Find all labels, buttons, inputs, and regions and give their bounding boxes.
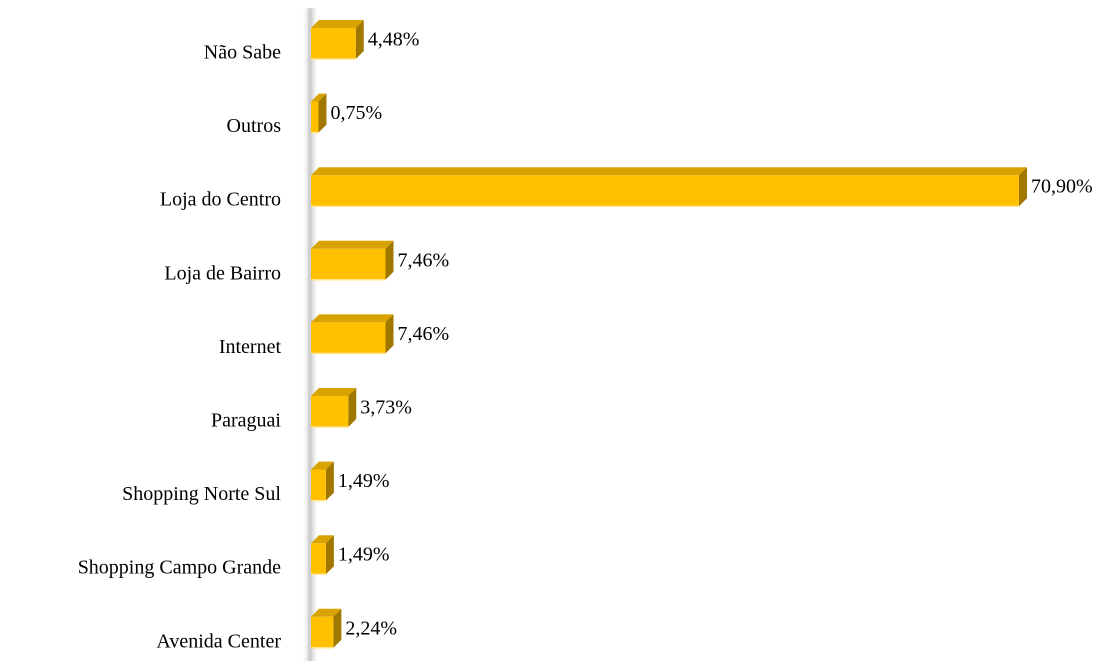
bar-2 bbox=[311, 93, 327, 134]
bar-side-face bbox=[325, 461, 334, 501]
bar-front-face bbox=[311, 248, 386, 280]
category-label: Não Sabe bbox=[204, 42, 281, 64]
category-label: Loja do Centro bbox=[160, 189, 281, 211]
bar-side-face bbox=[325, 535, 334, 575]
bar-top-face bbox=[311, 608, 342, 617]
labels-layer: Não Sabe 4,48% Outros 0,75% Loja do Centro 70… bbox=[78, 29, 1093, 653]
bar-side-face bbox=[355, 20, 364, 59]
bar-side-face bbox=[385, 240, 394, 280]
bar-8 bbox=[311, 535, 334, 575]
category-label: Shopping Campo Grande bbox=[78, 557, 281, 579]
data-label: 1,49% bbox=[338, 470, 390, 492]
category-label: Loja de Bairro bbox=[164, 262, 281, 284]
bar-side-face bbox=[333, 608, 342, 648]
bar-4 bbox=[311, 240, 394, 281]
data-label: 2,24% bbox=[345, 617, 397, 639]
data-label: 1,49% bbox=[338, 544, 390, 566]
bars-layer bbox=[311, 20, 1027, 649]
bar-3 bbox=[311, 167, 1027, 207]
bar-6 bbox=[311, 388, 357, 428]
bar-top-face bbox=[311, 535, 334, 544]
data-label: 3,73% bbox=[360, 397, 412, 419]
bar-front-face bbox=[311, 543, 326, 575]
data-label: 4,48% bbox=[368, 29, 420, 51]
bar-9 bbox=[311, 608, 342, 649]
bar-side-face bbox=[1019, 167, 1027, 207]
bar-front-face bbox=[311, 469, 326, 501]
bar-top-face bbox=[311, 20, 364, 28]
data-label: 70,90% bbox=[1031, 176, 1093, 198]
bar-top-face bbox=[311, 167, 1027, 176]
bar-front-face bbox=[311, 101, 319, 133]
bar-side-face bbox=[318, 93, 327, 133]
bar-side-face bbox=[385, 314, 394, 354]
category-label: Avenida Center bbox=[156, 630, 281, 652]
data-label: 7,46% bbox=[397, 249, 449, 271]
bar-front-face bbox=[311, 175, 1019, 207]
bar-1 bbox=[311, 20, 364, 60]
bar-front-face bbox=[311, 396, 349, 427]
category-label: Paraguai bbox=[211, 410, 281, 432]
category-label: Internet bbox=[219, 336, 282, 358]
bar-top-face bbox=[311, 240, 394, 249]
bar-top-face bbox=[311, 388, 357, 396]
data-label: 7,46% bbox=[397, 323, 449, 345]
category-label: Shopping Norte Sul bbox=[122, 483, 281, 505]
category-label: Outros bbox=[227, 115, 282, 137]
bar-front-face bbox=[311, 28, 356, 59]
bar-top-face bbox=[311, 93, 327, 102]
bar-front-face bbox=[311, 322, 386, 354]
bar-top-face bbox=[311, 461, 334, 470]
bar-top-face bbox=[311, 314, 394, 323]
data-label: 0,75% bbox=[330, 102, 382, 124]
bar-side-face bbox=[348, 388, 357, 427]
bar-5 bbox=[311, 314, 394, 355]
bar-7 bbox=[311, 461, 334, 502]
bar-front-face bbox=[311, 616, 334, 648]
